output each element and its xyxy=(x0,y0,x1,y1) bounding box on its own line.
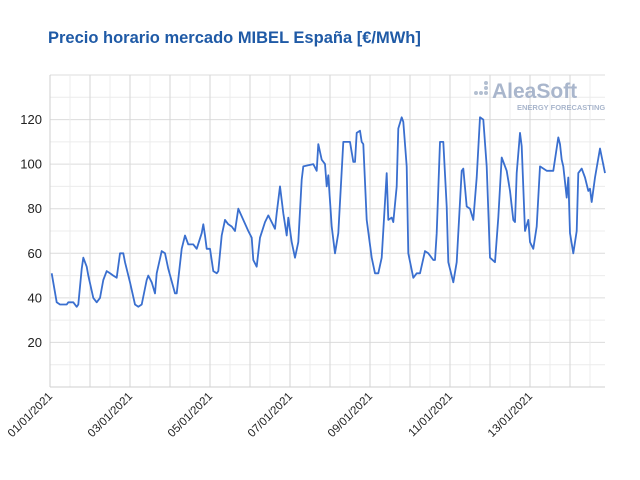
y-tick-label: 100 xyxy=(20,157,42,172)
logo-tagline: ENERGY FORECASTING xyxy=(517,103,605,112)
y-tick-label: 40 xyxy=(28,290,42,305)
logo-dot xyxy=(484,81,488,85)
logo-dot xyxy=(484,91,488,95)
chart-title: Precio horario mercado MIBEL España [€/M… xyxy=(48,29,421,47)
logo-name: AleaSoft xyxy=(492,80,577,103)
price-line xyxy=(50,116,606,308)
series xyxy=(50,116,606,308)
x-tick-label: 01/01/2021 xyxy=(6,391,55,440)
x-tick-label: 03/01/2021 xyxy=(86,391,135,440)
x-tick-label: 13/01/2021 xyxy=(486,391,535,440)
x-tick-label: 07/01/2021 xyxy=(246,391,295,440)
x-tick-label: 09/01/2021 xyxy=(326,391,375,440)
axes: 20 40 60 80 100 120 01/01/2021 03/01/2021 05/01/… xyxy=(6,75,605,440)
x-tick-label: 11/01/2021 xyxy=(407,391,456,440)
logo-dot xyxy=(474,91,478,95)
x-tick-label: 05/01/2021 xyxy=(166,391,215,440)
grid xyxy=(49,74,605,387)
logo-dot xyxy=(479,91,483,95)
y-tick-label: 120 xyxy=(20,112,42,127)
y-tick-label: 80 xyxy=(28,201,42,216)
aleasoft-logo: AleaSoft ENERGY FORECASTING xyxy=(474,80,605,112)
logo-dot xyxy=(484,86,488,90)
y-tick-label: 60 xyxy=(28,246,42,261)
y-tick-label: 20 xyxy=(28,335,42,350)
